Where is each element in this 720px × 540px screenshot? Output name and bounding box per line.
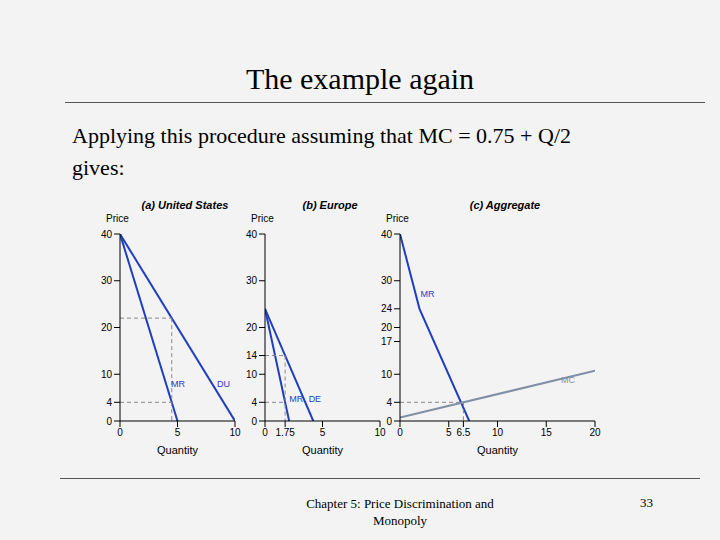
svg-text:5: 5 bbox=[175, 427, 181, 438]
svg-text:MR: MR bbox=[171, 379, 185, 389]
svg-text:4: 4 bbox=[106, 397, 112, 408]
svg-text:10: 10 bbox=[374, 427, 386, 438]
svg-text:MR: MR bbox=[421, 289, 435, 299]
svg-text:40: 40 bbox=[246, 229, 258, 240]
svg-text:10: 10 bbox=[492, 427, 504, 438]
svg-text:20: 20 bbox=[381, 322, 393, 333]
svg-text:MR: MR bbox=[289, 394, 303, 404]
svg-text:DE: DE bbox=[309, 394, 322, 404]
html-text:The example again: The example again bbox=[245, 62, 475, 95]
html-text:33: 33 bbox=[640, 495, 653, 510]
svg-text:MC: MC bbox=[561, 375, 575, 385]
html-text:Chapter 5: Price Discriminatio: Chapter 5: Price Discrimination and Mono… bbox=[306, 496, 494, 528]
html-text:(c) Aggregate: (c) Aggregate bbox=[469, 199, 541, 211]
svg-text:10: 10 bbox=[229, 427, 241, 438]
html-text:(b) Europe: (b) Europe bbox=[302, 199, 358, 211]
svg-text:14: 14 bbox=[246, 350, 258, 361]
svg-text:10: 10 bbox=[101, 369, 113, 380]
svg-text:6.5: 6.5 bbox=[456, 427, 470, 438]
html-text:Price: Price bbox=[251, 213, 274, 224]
svg-text:0: 0 bbox=[251, 416, 257, 427]
svg-text:Quantity: Quantity bbox=[302, 444, 343, 456]
html-text:Applying this procedure assumi: Applying this procedure assuming that MC… bbox=[72, 123, 571, 180]
svg-text:30: 30 bbox=[246, 275, 258, 286]
svg-text:1.75: 1.75 bbox=[275, 427, 295, 438]
svg-text:10: 10 bbox=[381, 369, 393, 380]
svg-text:17: 17 bbox=[381, 336, 393, 347]
svg-text:0: 0 bbox=[117, 427, 123, 438]
svg-text:20: 20 bbox=[246, 322, 258, 333]
svg-text:0: 0 bbox=[106, 416, 112, 427]
svg-text:0: 0 bbox=[262, 427, 268, 438]
html-text:Price: Price bbox=[386, 213, 409, 224]
svg-text:5: 5 bbox=[446, 427, 452, 438]
svg-text:4: 4 bbox=[386, 397, 392, 408]
svg-text:24: 24 bbox=[381, 303, 393, 314]
svg-text:30: 30 bbox=[101, 275, 113, 286]
html-text:(a) United States: (a) United States bbox=[141, 199, 229, 211]
svg-text:30: 30 bbox=[381, 275, 393, 286]
svg-text:15: 15 bbox=[541, 427, 553, 438]
svg-text:4: 4 bbox=[251, 397, 257, 408]
svg-text:DU: DU bbox=[217, 379, 230, 389]
html-text:Price: Price bbox=[106, 213, 129, 224]
svg-text:40: 40 bbox=[101, 229, 113, 240]
svg-text:20: 20 bbox=[101, 322, 113, 333]
svg-text:Quantity: Quantity bbox=[477, 444, 518, 456]
svg-text:40: 40 bbox=[381, 229, 393, 240]
svg-text:0: 0 bbox=[386, 416, 392, 427]
svg-text:0: 0 bbox=[397, 427, 403, 438]
svg-text:10: 10 bbox=[246, 369, 258, 380]
svg-text:20: 20 bbox=[589, 427, 601, 438]
svg-text:5: 5 bbox=[320, 427, 326, 438]
svg-text:Quantity: Quantity bbox=[157, 444, 198, 456]
